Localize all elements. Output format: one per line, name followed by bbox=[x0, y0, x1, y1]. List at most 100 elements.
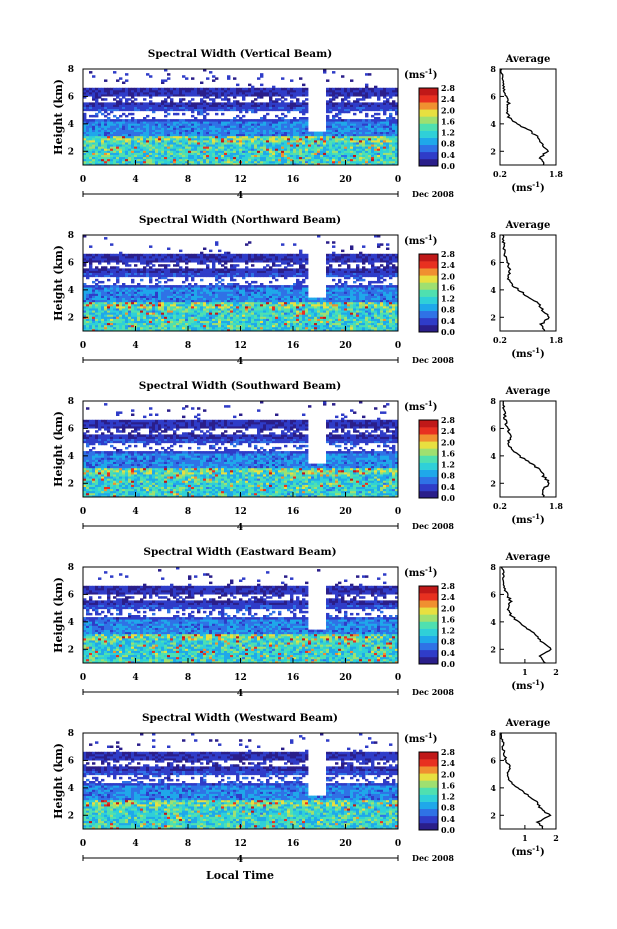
heatmap-cell bbox=[125, 98, 129, 101]
heatmap-cell bbox=[170, 89, 174, 93]
heatmap-cell bbox=[326, 79, 330, 82]
heatmap-cell bbox=[107, 142, 111, 145]
heatmap-cell bbox=[83, 162, 87, 166]
heatmap-cell bbox=[110, 89, 114, 93]
heatmap-cell bbox=[266, 146, 270, 149]
heatmap-cell bbox=[185, 106, 189, 110]
heatmap-cell bbox=[149, 162, 153, 166]
heatmap-cell bbox=[233, 77, 237, 80]
heatmap-cell bbox=[137, 102, 141, 105]
heatmap-cell bbox=[251, 133, 255, 137]
heatmap-cell bbox=[143, 131, 147, 135]
heatmap-cell bbox=[194, 150, 198, 153]
heatmap-cell bbox=[176, 154, 180, 158]
heatmap-cell bbox=[233, 121, 237, 124]
heatmap-cell bbox=[233, 96, 237, 99]
heatmap-cell bbox=[221, 104, 225, 107]
heatmap-cell bbox=[179, 102, 183, 105]
heatmap-cell bbox=[221, 154, 225, 158]
heatmap-cell bbox=[212, 285, 216, 288]
heatmap-cell bbox=[95, 112, 99, 116]
heatmap-cell bbox=[215, 77, 219, 80]
heatmap-cell bbox=[134, 94, 138, 97]
heatmap-cell bbox=[206, 139, 210, 143]
heatmap-cell bbox=[263, 146, 267, 149]
heatmap-cell bbox=[212, 253, 216, 257]
heatmap-cell bbox=[218, 129, 222, 133]
heatmap-cell bbox=[83, 106, 87, 110]
heatmap-cell bbox=[134, 104, 138, 107]
heatmap-cell bbox=[242, 133, 246, 137]
heatmap-cell bbox=[131, 150, 135, 153]
heatmap-cell bbox=[206, 148, 210, 151]
heatmap-cell bbox=[146, 91, 150, 95]
heatmap-cell bbox=[377, 112, 381, 116]
heatmap-cell bbox=[218, 160, 222, 164]
heatmap-cell bbox=[98, 127, 102, 130]
heatmap-cell bbox=[281, 127, 285, 130]
heatmap-cell bbox=[206, 158, 210, 162]
heatmap-cell bbox=[101, 137, 105, 141]
heatmap-cell bbox=[236, 125, 240, 128]
heatmap-cell bbox=[353, 112, 357, 116]
heatmap-cell bbox=[167, 121, 171, 124]
heatmap-cell bbox=[149, 158, 153, 162]
heatmap-cell bbox=[140, 156, 144, 160]
heatmap-cell bbox=[269, 137, 273, 141]
heatmap-cell bbox=[275, 106, 279, 110]
heatmap-cell bbox=[194, 104, 198, 107]
heatmap-cell bbox=[191, 98, 195, 101]
heatmap-cell bbox=[110, 162, 114, 166]
heatmap-cell bbox=[146, 152, 150, 155]
heatmap-cell bbox=[284, 156, 288, 160]
heatmap-cell bbox=[176, 89, 180, 93]
heatmap-cell bbox=[107, 121, 111, 124]
heatmap-cell bbox=[230, 119, 234, 122]
heatmap-cell bbox=[149, 133, 153, 137]
heatmap-cell bbox=[92, 150, 96, 153]
heatmap-cell bbox=[179, 106, 183, 110]
heatmap-cell bbox=[188, 156, 192, 160]
heatmap-cell bbox=[353, 87, 357, 91]
heatmap-cell bbox=[278, 148, 282, 151]
heatmap-cell bbox=[266, 121, 270, 124]
heatmap-cell bbox=[251, 137, 255, 141]
heatmap-cell bbox=[101, 106, 105, 110]
heatmap-cell bbox=[254, 131, 258, 135]
heatmap-cell bbox=[272, 148, 276, 151]
heatmap-cell bbox=[152, 91, 156, 95]
heatmap-cell bbox=[95, 135, 99, 139]
heatmap-cell bbox=[221, 119, 225, 122]
heatmap-cell bbox=[224, 266, 228, 269]
heatmap-cell bbox=[194, 142, 198, 145]
heatmap-cell bbox=[116, 102, 120, 105]
heatmap-cell bbox=[155, 137, 159, 141]
heatmap-cell bbox=[89, 87, 93, 91]
heatmap-cell bbox=[155, 144, 159, 147]
heatmap-cell bbox=[185, 129, 189, 133]
heatmap-cell bbox=[122, 121, 126, 124]
heatmap-cell bbox=[260, 129, 264, 133]
heatmap-cell bbox=[254, 102, 258, 105]
heatmap-cell bbox=[107, 268, 111, 271]
heatmap-cell bbox=[113, 108, 117, 112]
heatmap-cell bbox=[278, 162, 282, 166]
heatmap-cell bbox=[236, 144, 240, 147]
heatmap-cell bbox=[233, 108, 237, 112]
heatmap-cell bbox=[284, 127, 288, 130]
heatmap-cell bbox=[251, 108, 255, 112]
heatmap-cell bbox=[266, 137, 270, 141]
heatmap-cell bbox=[83, 142, 87, 145]
heatmap-cell bbox=[197, 144, 201, 147]
heatmap-cell bbox=[98, 87, 102, 91]
heatmap-cell bbox=[164, 69, 168, 72]
heatmap-cell bbox=[116, 117, 120, 120]
heatmap-cell bbox=[263, 131, 267, 135]
heatmap-cell bbox=[209, 156, 213, 160]
heatmap-cell bbox=[116, 96, 120, 99]
heatmap-cell bbox=[260, 131, 264, 135]
heatmap-cell bbox=[281, 142, 285, 145]
heatmap-cell bbox=[98, 142, 102, 145]
heatmap-cell bbox=[260, 125, 264, 128]
heatmap-cell bbox=[272, 106, 276, 110]
